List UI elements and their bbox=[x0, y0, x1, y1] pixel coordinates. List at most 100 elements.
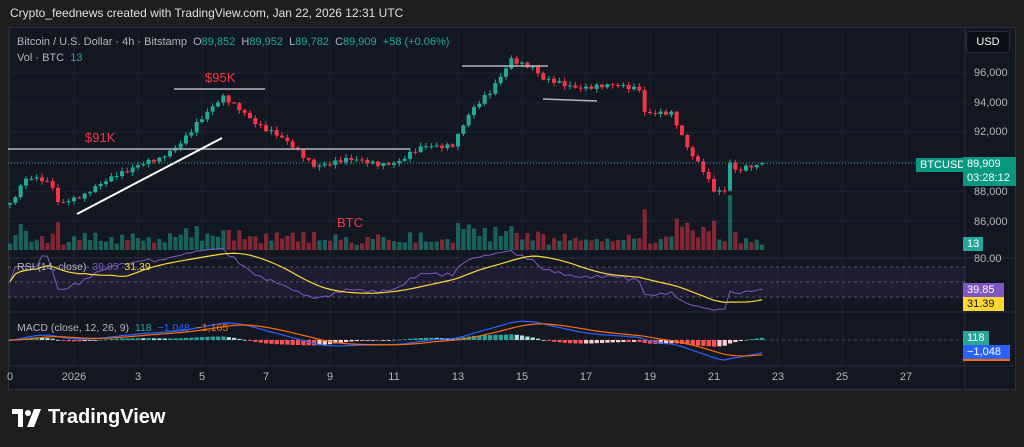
macd-histogram-bar bbox=[285, 340, 290, 345]
macd-histogram-bar bbox=[605, 340, 610, 343]
chart-frame[interactable] bbox=[8, 27, 1016, 390]
candle-body bbox=[701, 161, 706, 172]
volume-bar bbox=[184, 228, 189, 250]
volume-bar bbox=[61, 244, 66, 250]
volume-bar bbox=[317, 240, 322, 250]
volume-bar bbox=[136, 238, 141, 250]
volume-bar bbox=[669, 236, 674, 250]
macd-histogram-bar bbox=[744, 339, 749, 341]
candle-body bbox=[520, 62, 524, 64]
price-tick: 92,000 bbox=[974, 126, 1008, 138]
macd-histogram-bar bbox=[594, 340, 599, 344]
candle-body bbox=[386, 163, 391, 165]
candle-body bbox=[706, 171, 711, 180]
volume-bar bbox=[328, 240, 333, 250]
macd-histogram-bar bbox=[408, 338, 413, 340]
candle-body bbox=[381, 163, 386, 166]
volume-bar bbox=[424, 241, 429, 250]
candle-body bbox=[562, 81, 567, 87]
volume-bar bbox=[488, 241, 493, 250]
price-tick: 96,000 bbox=[974, 67, 1008, 79]
volume-bar bbox=[88, 240, 93, 250]
volume-bar bbox=[653, 242, 658, 250]
candle-body bbox=[157, 157, 162, 162]
candle-body bbox=[493, 83, 498, 94]
macd-histogram-bar bbox=[312, 340, 317, 346]
macd-histogram-bar bbox=[626, 340, 631, 343]
symbol-name[interactable]: Bitcoin / U.S. Dollar · 4h · Bitstamp bbox=[17, 36, 187, 48]
price-tick: 86,000 bbox=[974, 216, 1008, 228]
macd-histogram-bar bbox=[258, 340, 263, 343]
candle-body bbox=[418, 146, 423, 152]
volume-bar bbox=[626, 234, 631, 250]
macd-histogram-bar bbox=[450, 338, 455, 340]
candle-body bbox=[370, 161, 375, 164]
candle-body bbox=[237, 103, 242, 111]
macd-histogram-bar bbox=[696, 340, 701, 346]
macd-label[interactable]: MACD (close, 12, 26, 9) bbox=[17, 322, 130, 334]
volume-bar bbox=[600, 241, 605, 250]
volume-bar bbox=[418, 232, 423, 250]
macd-histogram-bar bbox=[136, 338, 141, 340]
high-value: 89,952 bbox=[249, 36, 284, 48]
rsi-label[interactable]: RSI (14, close) bbox=[17, 261, 87, 273]
volume-bar bbox=[680, 226, 685, 250]
candle-body bbox=[178, 143, 183, 148]
annotation-91k[interactable]: $91K bbox=[85, 130, 116, 145]
annotation-95k[interactable]: $95K bbox=[205, 70, 236, 85]
candle-body bbox=[552, 78, 556, 83]
volume-bar bbox=[194, 226, 199, 250]
attribution-header: Crypto_feednews created with TradingView… bbox=[10, 6, 404, 20]
volume-bar bbox=[280, 238, 285, 250]
macd-histogram-bar bbox=[381, 340, 386, 341]
candle-body bbox=[210, 106, 215, 112]
macd-histogram-bar bbox=[610, 340, 615, 343]
candle-body bbox=[664, 111, 668, 115]
macd-hist-value: 118 bbox=[134, 322, 152, 334]
rsi-ma-line bbox=[9, 252, 763, 303]
candle-body bbox=[744, 165, 748, 171]
candle-body bbox=[578, 87, 583, 89]
volume-bar bbox=[141, 240, 146, 250]
macd-histogram-bar bbox=[728, 340, 733, 344]
candle-body bbox=[536, 66, 540, 74]
candle-body bbox=[589, 86, 594, 89]
currency-button[interactable]: USD bbox=[966, 31, 1010, 53]
candle-body bbox=[253, 118, 258, 125]
volume-bar bbox=[104, 241, 109, 250]
macd-histogram-bar bbox=[418, 337, 423, 340]
volume-bar bbox=[557, 240, 562, 250]
time-tick: 13 bbox=[451, 371, 465, 383]
macd-histogram-bar bbox=[701, 340, 706, 347]
macd-histogram-bar bbox=[578, 340, 583, 344]
brand-name: TradingView bbox=[48, 406, 166, 428]
candle-body bbox=[632, 86, 636, 90]
volume-bar bbox=[232, 240, 237, 250]
macd-histogram-bar bbox=[365, 340, 370, 341]
macd-histogram-bar bbox=[552, 340, 557, 342]
volume-bar bbox=[248, 236, 253, 250]
volume-bar bbox=[552, 238, 557, 250]
macd-histogram-bar bbox=[349, 340, 354, 342]
volume-bar bbox=[637, 238, 642, 250]
volume-bar bbox=[45, 243, 50, 250]
macd-histogram-bar bbox=[413, 338, 418, 340]
annotation-btc[interactable]: BTC bbox=[337, 215, 363, 230]
candle-body bbox=[573, 85, 578, 88]
tradingview-logo[interactable]: TradingView bbox=[12, 406, 165, 429]
candle-body bbox=[434, 145, 439, 147]
macd-histogram-bar bbox=[184, 337, 189, 340]
candle-body bbox=[13, 197, 18, 203]
volume-bar bbox=[498, 235, 503, 250]
macd-histogram-bar bbox=[386, 340, 391, 341]
volume-bar bbox=[130, 233, 135, 250]
volume-bar bbox=[237, 230, 242, 250]
volume-bar bbox=[520, 239, 525, 250]
open-value: 89,852 bbox=[201, 36, 236, 48]
candle-body bbox=[546, 78, 551, 80]
volume-bar bbox=[408, 232, 413, 250]
volume-bar bbox=[525, 233, 530, 250]
macd-histogram-bar bbox=[493, 334, 498, 340]
macd-histogram-bar bbox=[397, 339, 402, 341]
